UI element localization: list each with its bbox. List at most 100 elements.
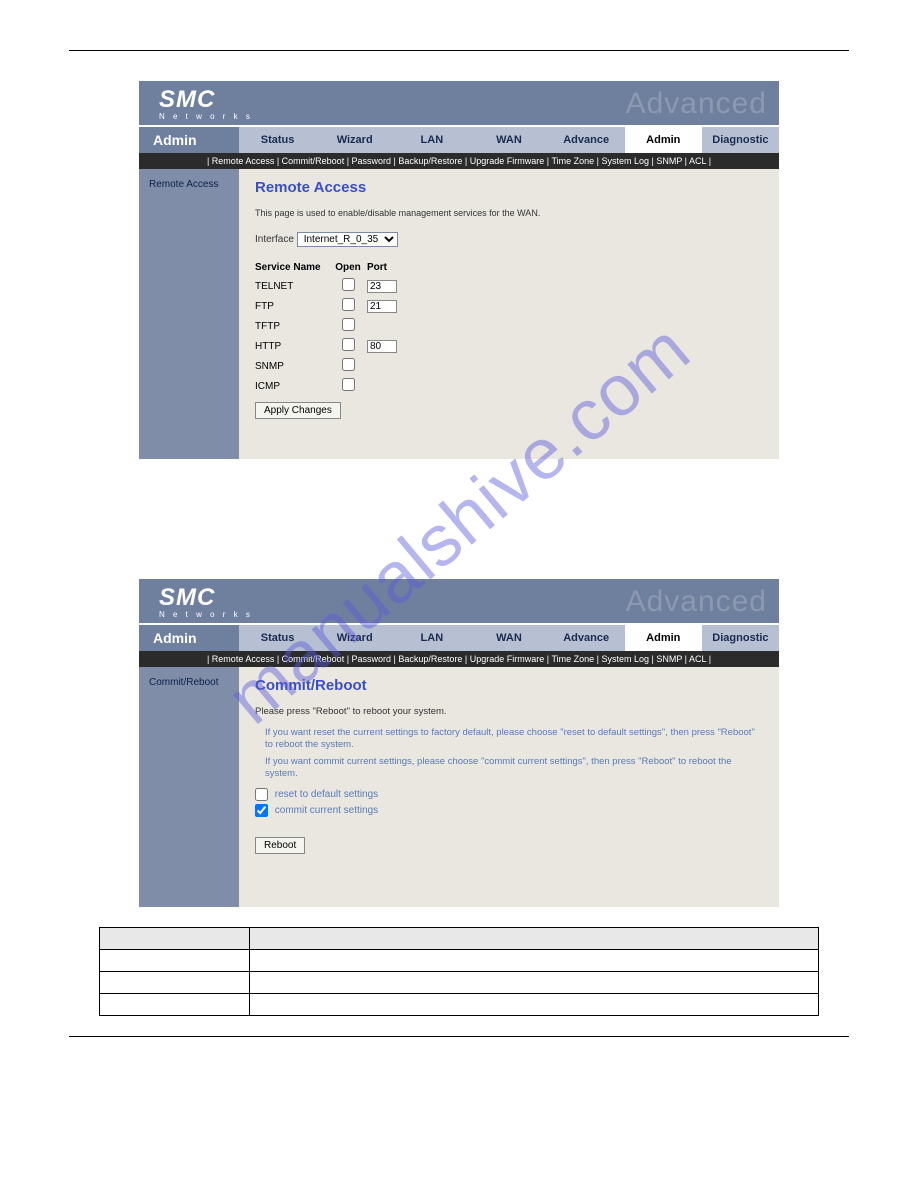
service-name: TFTP bbox=[255, 316, 335, 336]
doc-table bbox=[99, 927, 819, 1016]
commit-current-option[interactable]: commit current settings bbox=[255, 804, 763, 817]
doc-table-row bbox=[100, 950, 819, 972]
tab-status[interactable]: Status bbox=[239, 127, 316, 153]
content-wrap: Commit/Reboot Commit/Reboot Please press… bbox=[139, 667, 779, 907]
content-wrap: Remote Access Remote Access This page is… bbox=[139, 169, 779, 459]
doc-table-cell bbox=[100, 972, 250, 994]
commit-current-checkbox[interactable] bbox=[255, 804, 268, 817]
col-open: Open bbox=[335, 259, 367, 276]
col-service: Service Name bbox=[255, 259, 335, 276]
commit-current-label: commit current settings bbox=[275, 806, 378, 817]
tab-lan[interactable]: LAN bbox=[393, 625, 470, 651]
doc-table-row bbox=[100, 972, 819, 994]
services-table: Service Name Open Port TELNETFTPTFTPHTTP… bbox=[255, 259, 403, 396]
service-open-checkbox[interactable] bbox=[342, 298, 355, 311]
service-row: FTP bbox=[255, 296, 403, 316]
tab-admin[interactable]: Admin bbox=[625, 127, 702, 153]
sidebar: Remote Access bbox=[139, 169, 239, 459]
service-row: ICMP bbox=[255, 376, 403, 396]
sidebar: Commit/Reboot bbox=[139, 667, 239, 907]
service-name: TELNET bbox=[255, 276, 335, 296]
nav-section-label: Admin bbox=[139, 625, 239, 651]
service-name: FTP bbox=[255, 296, 335, 316]
doc-table-cell bbox=[250, 950, 819, 972]
reset-default-option[interactable]: reset to default settings bbox=[255, 788, 763, 801]
doc-table-row bbox=[100, 994, 819, 1016]
service-row: SNMP bbox=[255, 356, 403, 376]
reset-default-checkbox[interactable] bbox=[255, 788, 268, 801]
doc-table-cell bbox=[250, 972, 819, 994]
page-desc: This page is used to enable/disable mana… bbox=[255, 208, 763, 218]
tab-advance[interactable]: Advance bbox=[548, 625, 625, 651]
service-port-input[interactable] bbox=[367, 340, 397, 353]
service-open-checkbox[interactable] bbox=[342, 318, 355, 331]
tab-wan[interactable]: WAN bbox=[470, 127, 547, 153]
sidebar-item-commit-reboot[interactable]: Commit/Reboot bbox=[149, 677, 218, 688]
col-port: Port bbox=[367, 259, 403, 276]
page-title: Commit/Reboot bbox=[255, 677, 763, 694]
doc-table-cell bbox=[250, 994, 819, 1016]
tab-wizard[interactable]: Wizard bbox=[316, 127, 393, 153]
service-port-cell bbox=[367, 336, 403, 356]
doc-table-header bbox=[250, 928, 819, 950]
page-title: Remote Access bbox=[255, 179, 763, 196]
logo-bar: SMC N e t w o r k s Advanced bbox=[139, 579, 779, 623]
interface-row: Interface Internet_R_0_35 bbox=[255, 232, 763, 247]
logo-bar: SMC N e t w o r k s Advanced bbox=[139, 81, 779, 125]
service-open-cell bbox=[335, 276, 367, 296]
service-open-cell bbox=[335, 376, 367, 396]
service-port-cell bbox=[367, 316, 403, 336]
doc-table-header bbox=[100, 928, 250, 950]
service-port-input[interactable] bbox=[367, 280, 397, 293]
sidebar-item-remote-access[interactable]: Remote Access bbox=[149, 179, 218, 190]
service-row: TELNET bbox=[255, 276, 403, 296]
service-open-cell bbox=[335, 296, 367, 316]
service-open-checkbox[interactable] bbox=[342, 338, 355, 351]
screenshot-commit-reboot: SMC N e t w o r k s Advanced Admin Statu… bbox=[139, 579, 779, 907]
service-port-cell bbox=[367, 376, 403, 396]
reset-para: If you want reset the current settings t… bbox=[255, 727, 763, 752]
reboot-desc: Please press "Reboot" to reboot your sys… bbox=[255, 706, 763, 717]
interface-label: Interface bbox=[255, 234, 294, 245]
tab-wizard[interactable]: Wizard bbox=[316, 625, 393, 651]
reboot-options: reset to default settings commit current… bbox=[255, 788, 763, 817]
banner-label: Advanced bbox=[626, 585, 767, 619]
service-port-cell bbox=[367, 356, 403, 376]
tab-lan[interactable]: LAN bbox=[393, 127, 470, 153]
apply-changes-button[interactable]: Apply Changes bbox=[255, 402, 341, 419]
service-open-cell bbox=[335, 336, 367, 356]
service-open-cell bbox=[335, 316, 367, 336]
doc-table-cell bbox=[100, 950, 250, 972]
content-panel: Remote Access This page is used to enabl… bbox=[239, 169, 779, 459]
service-name: ICMP bbox=[255, 376, 335, 396]
tab-diagnostic[interactable]: Diagnostic bbox=[702, 127, 779, 153]
service-row: HTTP bbox=[255, 336, 403, 356]
interface-select[interactable]: Internet_R_0_35 bbox=[297, 232, 398, 247]
reset-default-label: reset to default settings bbox=[275, 790, 378, 801]
document-page: manualshive.com SMC N e t w o r k s Adva… bbox=[69, 50, 849, 1037]
screenshot-remote-access: SMC N e t w o r k s Advanced Admin Statu… bbox=[139, 81, 779, 459]
banner-label: Advanced bbox=[626, 87, 767, 121]
service-name: HTTP bbox=[255, 336, 335, 356]
service-port-cell bbox=[367, 296, 403, 316]
content-panel: Commit/Reboot Please press "Reboot" to r… bbox=[239, 667, 779, 907]
sub-nav: | Remote Access | Commit/Reboot | Passwo… bbox=[139, 153, 779, 169]
tab-status[interactable]: Status bbox=[239, 625, 316, 651]
tab-advance[interactable]: Advance bbox=[548, 127, 625, 153]
service-open-cell bbox=[335, 356, 367, 376]
service-port-cell bbox=[367, 276, 403, 296]
tab-admin[interactable]: Admin bbox=[625, 625, 702, 651]
service-port-input[interactable] bbox=[367, 300, 397, 313]
service-open-checkbox[interactable] bbox=[342, 278, 355, 291]
tab-diagnostic[interactable]: Diagnostic bbox=[702, 625, 779, 651]
service-row: TFTP bbox=[255, 316, 403, 336]
tab-wan[interactable]: WAN bbox=[470, 625, 547, 651]
commit-para: If you want commit current settings, ple… bbox=[255, 756, 763, 781]
main-nav: Admin StatusWizardLANWANAdvanceAdminDiag… bbox=[139, 623, 779, 651]
doc-table-cell bbox=[100, 994, 250, 1016]
service-open-checkbox[interactable] bbox=[342, 358, 355, 371]
service-open-checkbox[interactable] bbox=[342, 378, 355, 391]
sub-nav: | Remote Access | Commit/Reboot | Passwo… bbox=[139, 651, 779, 667]
service-name: SNMP bbox=[255, 356, 335, 376]
reboot-button[interactable]: Reboot bbox=[255, 837, 305, 854]
